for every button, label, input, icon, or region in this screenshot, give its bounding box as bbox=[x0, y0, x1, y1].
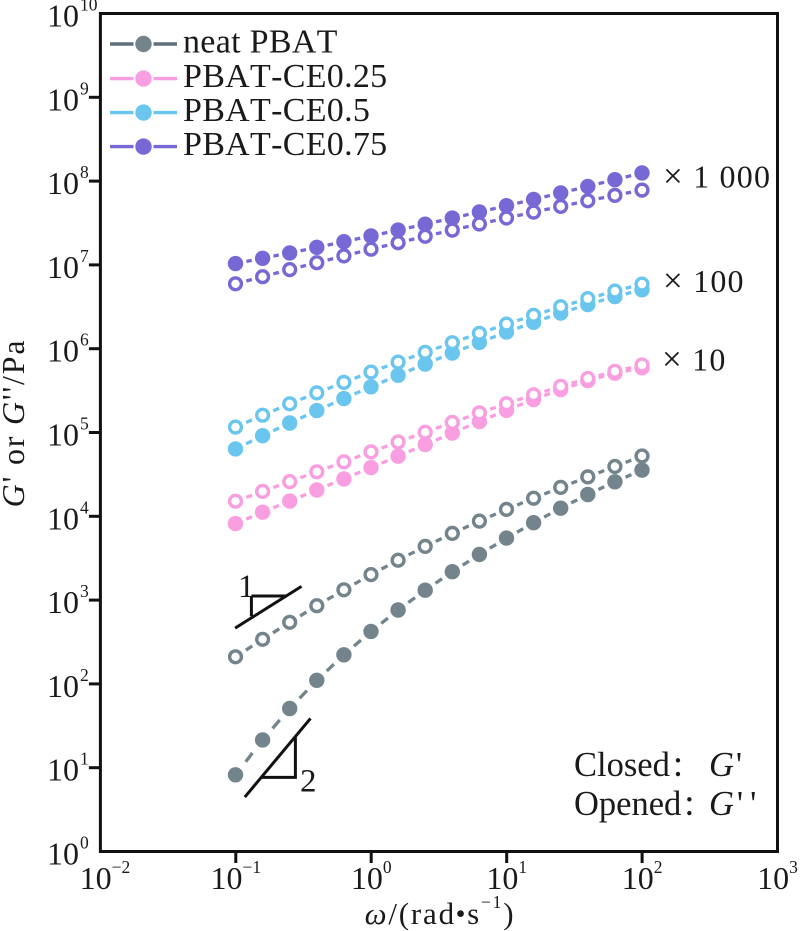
svg-text:10: 10 bbox=[47, 584, 79, 620]
svg-text:10: 10 bbox=[47, 417, 79, 453]
svg-text:102: 102 bbox=[622, 857, 663, 896]
svg-text:Closed:: Closed: bbox=[574, 744, 683, 785]
svg-text:G'': G' ' bbox=[709, 785, 756, 823]
svg-text:× 100: × 100 bbox=[663, 261, 745, 300]
svg-text:0: 0 bbox=[80, 833, 89, 853]
svg-text:9: 9 bbox=[80, 78, 89, 98]
svg-text:101: 101 bbox=[486, 857, 527, 896]
svg-text:× 1 000: × 1 000 bbox=[663, 157, 771, 196]
svg-text:100: 100 bbox=[351, 857, 392, 896]
svg-text:Opened:: Opened: bbox=[574, 783, 695, 824]
svg-text:10: 10 bbox=[47, 165, 79, 201]
svg-text:10: 10 bbox=[47, 668, 79, 704]
svg-text:PBAT-CE0.25: PBAT-CE0.25 bbox=[183, 58, 387, 95]
svg-text:ω/(rad●s−1): ω/(rad●s−1) bbox=[365, 892, 516, 931]
svg-text:10: 10 bbox=[47, 81, 79, 117]
svg-text:2: 2 bbox=[300, 764, 317, 800]
svg-text:neat PBAT: neat PBAT bbox=[183, 24, 338, 61]
svg-text:6: 6 bbox=[80, 330, 89, 350]
svg-text:5: 5 bbox=[80, 414, 89, 434]
svg-text:× 10: × 10 bbox=[662, 340, 727, 379]
svg-text:1: 1 bbox=[238, 569, 255, 605]
svg-text:G' or G''/Pa: G' or G''/Pa bbox=[0, 339, 31, 508]
svg-text:3: 3 bbox=[80, 581, 89, 601]
svg-text:10−1: 10−1 bbox=[210, 857, 261, 896]
svg-text:G': G' bbox=[709, 746, 742, 784]
svg-text:10: 10 bbox=[47, 333, 79, 369]
svg-text:PBAT-CE0.5: PBAT-CE0.5 bbox=[183, 92, 370, 129]
svg-text:4: 4 bbox=[80, 497, 89, 517]
svg-text:10: 10 bbox=[47, 836, 79, 872]
svg-text:10: 10 bbox=[47, 0, 79, 34]
svg-text:10: 10 bbox=[47, 249, 79, 285]
svg-text:103: 103 bbox=[757, 857, 798, 896]
svg-text:1: 1 bbox=[80, 749, 89, 769]
svg-text:7: 7 bbox=[80, 246, 89, 266]
svg-text:PBAT-CE0.75: PBAT-CE0.75 bbox=[183, 126, 387, 163]
svg-text:8: 8 bbox=[80, 162, 89, 182]
svg-text:10−2: 10−2 bbox=[80, 857, 131, 896]
svg-text:2: 2 bbox=[80, 665, 89, 685]
svg-text:10: 10 bbox=[47, 500, 79, 536]
svg-text:10: 10 bbox=[80, 0, 98, 15]
svg-text:10: 10 bbox=[47, 752, 79, 788]
